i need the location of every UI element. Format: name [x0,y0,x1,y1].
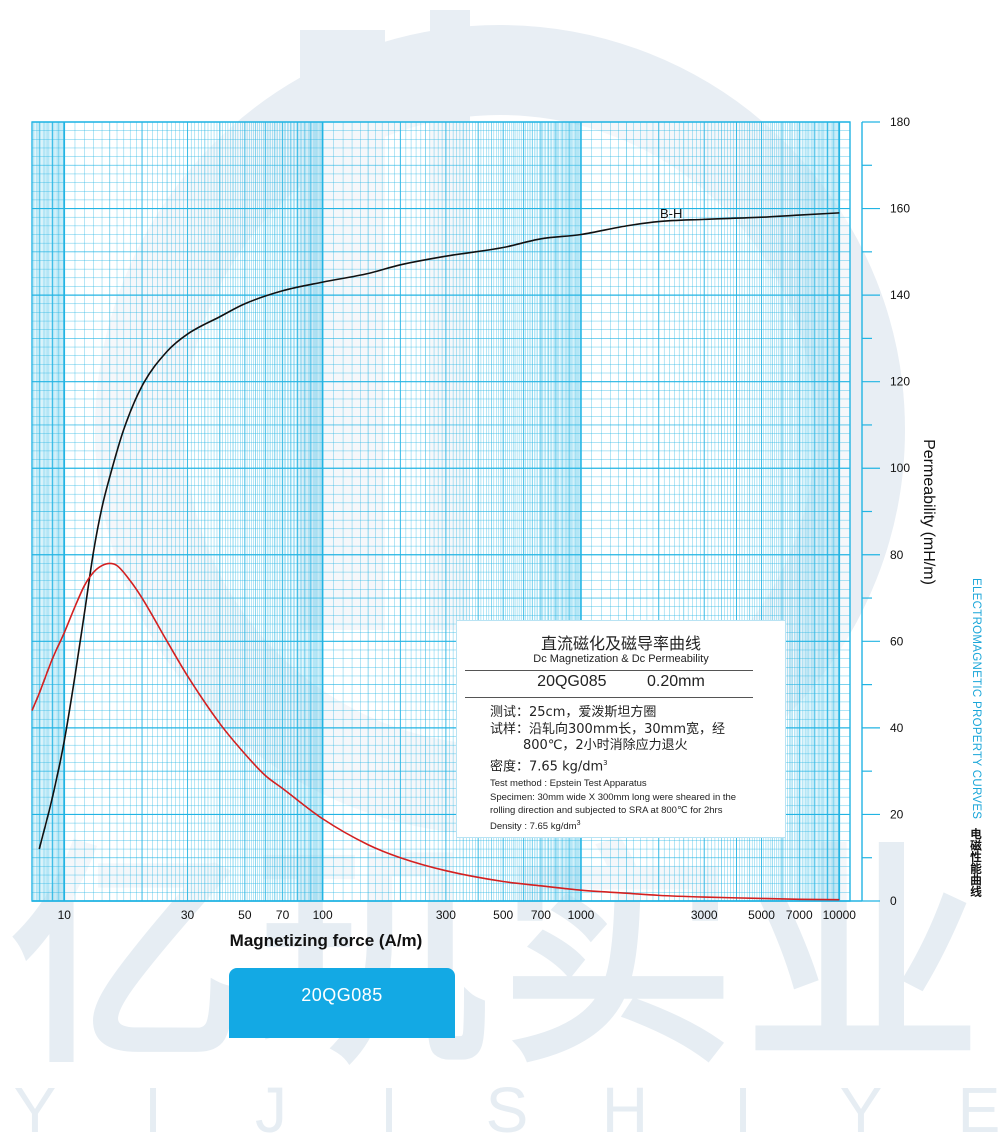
info-thickness: 0.20mm [647,673,705,690]
x-tick-label: 700 [531,908,551,922]
y-tick-label: 80 [890,548,904,562]
watermark-letter: J [255,1074,287,1143]
y-tick-label: 20 [890,807,904,821]
info-cn-line-4: 密度：7.65 kg/dm3 [490,759,608,775]
y-tick-label: 140 [890,288,910,302]
info-title-cn: 直流磁化及磁导率曲线 [540,634,701,653]
watermark-letter: H [602,1074,648,1143]
side-title-cn: 电磁性能曲线 [969,828,983,898]
info-en-line-2: Specimen: 30mm wide X 300mm long were sh… [490,792,737,803]
series-group [31,212,840,901]
grid-major [32,121,850,902]
info-model-row: 20QG085 0.20mm [457,673,785,691]
y-tick-label: 100 [890,461,910,475]
series-label-b-h: B-H [660,206,682,221]
series-line-b-h [38,212,840,850]
model-tab[interactable]: 20QG085 [229,968,455,1038]
x-tick-label: 5000 [748,908,775,922]
info-cn-line-3: 800℃，2小时消除应力退火 [523,738,688,753]
x-tick-label: 100 [313,908,333,922]
watermark-letter: I [734,1074,752,1143]
side-title-en: ELECTROMAGNETIC PROPERTY CURVES [970,578,982,820]
x-tick-label: 30 [181,908,195,922]
info-divider-2 [465,697,753,698]
y-tick-label: 0 [890,894,897,908]
info-en-line-3: rolling direction and subjected to SRA a… [490,805,723,816]
info-model: 20QG085 [537,673,607,690]
x-tick-label: 3000 [691,908,718,922]
watermark-letter: S [486,1074,529,1143]
series-line-permeability-curve [31,562,840,901]
x-tick-label: 50 [238,908,252,922]
y-tick-label: 60 [890,634,904,648]
info-box: 直流磁化及磁导率曲线 Dc Magnetization & Dc Permeab… [456,620,786,838]
watermark-letter: I [380,1074,398,1143]
y-tick-label: 160 [890,202,910,216]
y-tick-label: 180 [890,115,910,129]
watermark-letter: Y [14,1074,57,1143]
x-axis-ticks: 10 30 50 70 100 300 500 700 1000 3000 5000 7000 1000… [58,908,857,922]
info-cn-line-2: 试样：沿轧向300mm长，30mm宽，经 [490,722,726,737]
x-tick-label: 10000 [823,908,857,922]
info-title-en: Dc Magnetization & Dc Permeability [533,653,709,665]
x-tick-label: 500 [493,908,513,922]
x-tick-label: 1000 [568,908,595,922]
watermark-letter: Y [840,1074,883,1143]
x-tick-label: 70 [276,908,290,922]
info-en-line-1: Test method : Epstein Test Apparatus [490,778,647,789]
watermark-letter: E [958,1074,1000,1143]
watermark-letter: I [144,1074,162,1143]
y-tick-label: 120 [890,375,910,389]
side-title: ELECTROMAGNETIC PROPERTY CURVES 电磁性能曲线 [944,578,984,908]
x-tick-label: 7000 [786,908,813,922]
y-axis-ticks: 0 20 40 60 80 100 120 140 160 180 [862,115,910,908]
x-tick-label: 10 [58,908,72,922]
y-axis-label: Permeability (mH/m) [920,439,937,585]
info-cn-line-1: 测试：25cm，爱泼斯坦方圈 [490,705,657,720]
info-en-line-4: Density : 7.65 kg/dm3 [490,820,581,833]
x-axis-label: Magnetizing force (A/m) [230,931,423,950]
y-tick-label: 40 [890,721,904,735]
x-tick-label: 300 [436,908,456,922]
info-divider-1 [465,670,753,671]
